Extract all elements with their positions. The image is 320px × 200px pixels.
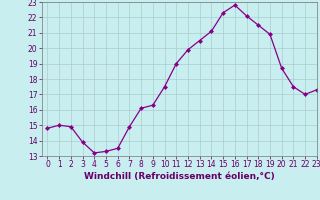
X-axis label: Windchill (Refroidissement éolien,°C): Windchill (Refroidissement éolien,°C) [84, 172, 275, 181]
